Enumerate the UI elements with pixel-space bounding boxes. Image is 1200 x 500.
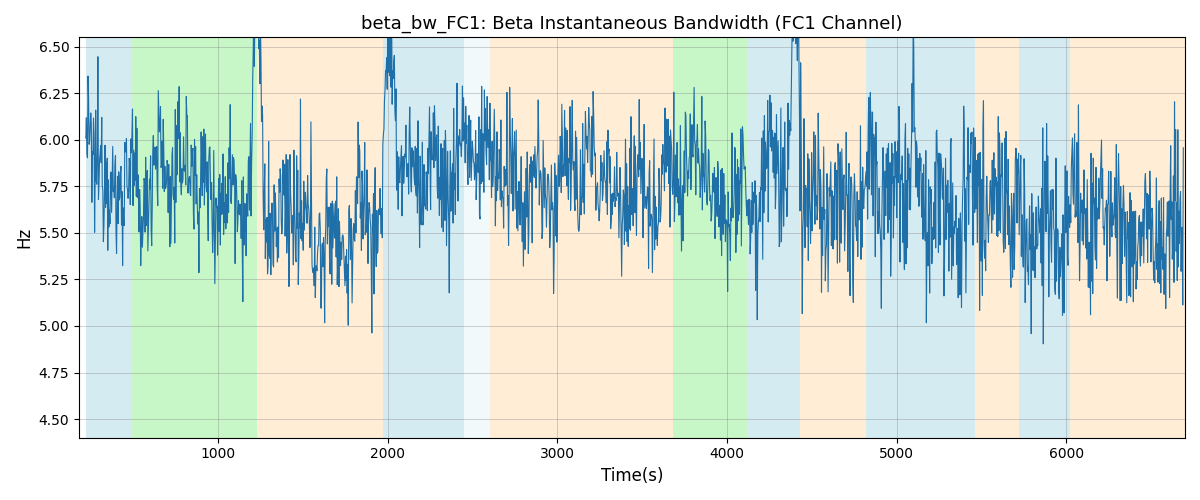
Bar xyxy=(974,38,1019,438)
Bar xyxy=(694,38,748,438)
Bar xyxy=(257,38,383,438)
Bar xyxy=(86,38,132,438)
Bar xyxy=(490,38,673,438)
Bar xyxy=(383,38,464,438)
Bar xyxy=(132,38,257,438)
Title: beta_bw_FC1: Beta Instantaneous Bandwidth (FC1 Channel): beta_bw_FC1: Beta Instantaneous Bandwidt… xyxy=(361,15,902,34)
Bar xyxy=(1069,38,1186,438)
Bar xyxy=(866,38,974,438)
X-axis label: Time(s): Time(s) xyxy=(601,467,664,485)
Y-axis label: Hz: Hz xyxy=(14,227,32,248)
Bar xyxy=(748,38,800,438)
Bar xyxy=(673,38,694,438)
Bar xyxy=(800,38,866,438)
Bar xyxy=(464,38,490,438)
Bar xyxy=(1019,38,1069,438)
